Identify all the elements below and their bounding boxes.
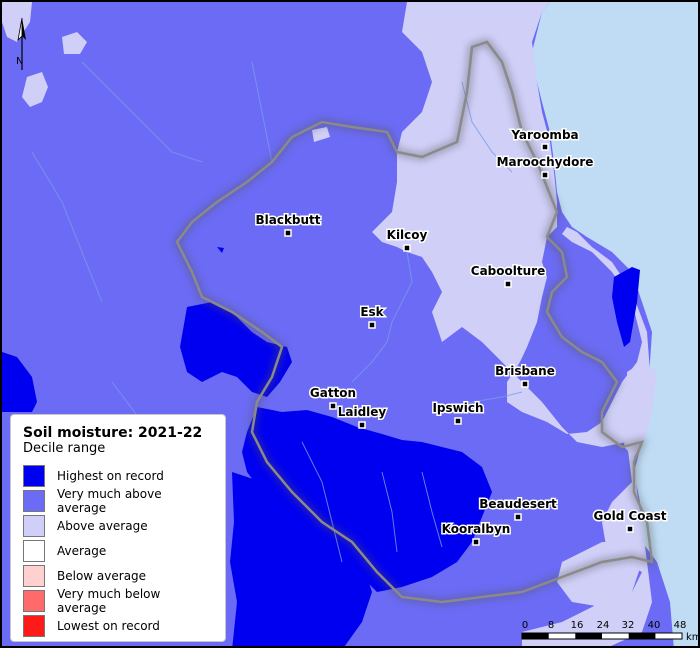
place-esk[interactable]: Esk xyxy=(359,304,386,329)
scale-tick-label: 24 xyxy=(597,620,610,631)
legend-label: Average xyxy=(57,543,107,558)
scale-bar: 0 8 16 24 32 40 48 km xyxy=(521,620,700,643)
legend-item-very-much-above-average: Very much above average xyxy=(23,486,213,515)
places-layer: Yaroomba Maroochydore Blackbutt Kilcoy C… xyxy=(254,127,668,546)
north-arrow-label: N xyxy=(16,56,23,67)
region-above-average-isle-nw xyxy=(22,72,48,107)
legend-swatch xyxy=(23,564,45,587)
place-label: Gold Coast xyxy=(593,509,666,523)
place-label: Caboolture xyxy=(471,264,545,278)
legend-label: Lowest on record xyxy=(57,618,160,633)
legend-label: Below average xyxy=(57,568,147,583)
scale-tick-label: 0 xyxy=(522,620,528,631)
place-gatton[interactable]: Gatton xyxy=(308,385,358,410)
region-above-average-isle-n xyxy=(62,32,87,54)
place-label: Laidley xyxy=(338,405,387,419)
scale-tick-label: 48 xyxy=(674,620,687,631)
legend-title: Soil moisture: 2021-22 xyxy=(23,425,203,441)
place-maroochydore[interactable]: Maroochydore xyxy=(495,154,595,179)
legend-label: Very much below average xyxy=(57,586,161,615)
place-gold-coast[interactable]: Gold Coast xyxy=(592,508,668,533)
place-laidley[interactable]: Laidley xyxy=(336,404,388,429)
place-blackbutt[interactable]: Blackbutt xyxy=(254,212,322,237)
region-highest-south xyxy=(230,472,372,646)
scale-unit-label: km xyxy=(686,632,700,643)
sea xyxy=(532,2,698,646)
legend-item-lowest-on-record: Lowest on record xyxy=(23,613,213,638)
place-brisbane[interactable]: Brisbane xyxy=(494,363,556,388)
scale-tick-label: 32 xyxy=(622,620,635,631)
place-marker xyxy=(521,380,529,388)
legend-swatch xyxy=(23,539,45,562)
place-kilcoy[interactable]: Kilcoy xyxy=(385,227,429,252)
region-highest-bay-island xyxy=(612,267,640,347)
place-label: Esk xyxy=(360,305,384,319)
legend-item-above-average: Above average xyxy=(23,513,213,538)
place-marker xyxy=(514,513,522,521)
place-label: Blackbutt xyxy=(255,213,320,227)
place-label: Beaudesert xyxy=(479,497,557,511)
legend-item-average: Average xyxy=(23,538,213,563)
legend-subtitle: Decile range xyxy=(23,441,106,456)
place-marker xyxy=(358,421,366,429)
region-above-average-ne xyxy=(462,2,532,62)
place-marker xyxy=(626,525,634,533)
place-ipswich[interactable]: Ipswich xyxy=(431,400,485,425)
region-above-average-strip-nw xyxy=(2,2,32,42)
legend-swatch xyxy=(23,489,45,512)
scale-tick-label: 8 xyxy=(548,620,554,631)
legend-swatch xyxy=(23,589,45,612)
legend-label: Above average xyxy=(57,518,148,533)
legend-label: Very much above average xyxy=(57,486,162,515)
place-marker xyxy=(504,280,512,288)
place-beaudesert[interactable]: Beaudesert xyxy=(478,496,559,521)
place-marker xyxy=(541,143,549,151)
place-marker xyxy=(454,417,462,425)
scale-tick-label: 40 xyxy=(648,620,661,631)
region-highest-sw-corner xyxy=(257,602,282,627)
region-highest-west xyxy=(180,302,292,397)
place-kooralbyn[interactable]: Kooralbyn xyxy=(440,521,512,546)
place-yaroomba[interactable]: Yaroomba xyxy=(509,127,580,151)
place-label: Kilcoy xyxy=(387,228,428,242)
legend-item-very-much-below-average: Very much below average xyxy=(23,586,213,615)
region-above-average-island xyxy=(624,362,657,457)
place-label: Kooralbyn xyxy=(442,522,511,536)
place-label: Yaroomba xyxy=(510,128,578,142)
place-label: Maroochydore xyxy=(497,155,594,169)
legend-swatch xyxy=(23,614,45,637)
place-label: Brisbane xyxy=(495,364,555,378)
legend-items: Highest on record Very much above averag… xyxy=(23,463,213,638)
place-marker xyxy=(329,402,337,410)
place-caboolture[interactable]: Caboolture xyxy=(469,263,547,288)
region-above-average-patch xyxy=(312,127,330,142)
place-marker xyxy=(368,321,376,329)
legend-item-below-average: Below average xyxy=(23,563,213,588)
place-label: Gatton xyxy=(310,386,356,400)
region-above-average-east xyxy=(372,2,652,646)
place-marker xyxy=(541,171,549,179)
catchment-boundary xyxy=(175,40,654,604)
region-highest-small xyxy=(217,247,224,253)
region-highest-central-south xyxy=(242,407,492,592)
legend-label: Highest on record xyxy=(57,468,164,483)
legend-swatch xyxy=(23,514,45,537)
legend-swatch xyxy=(23,464,45,487)
region-highest-far-west xyxy=(2,352,37,412)
scale-tick-label: 16 xyxy=(571,620,584,631)
place-label: Ipswich xyxy=(432,401,483,415)
legend: Soil moisture: 2021-22 Decile range High… xyxy=(10,414,226,642)
legend-item-highest-on-record: Highest on record xyxy=(23,463,213,488)
north-arrow-icon: N xyxy=(16,17,26,70)
place-marker xyxy=(403,244,411,252)
place-marker xyxy=(472,538,480,546)
place-marker xyxy=(284,229,292,237)
